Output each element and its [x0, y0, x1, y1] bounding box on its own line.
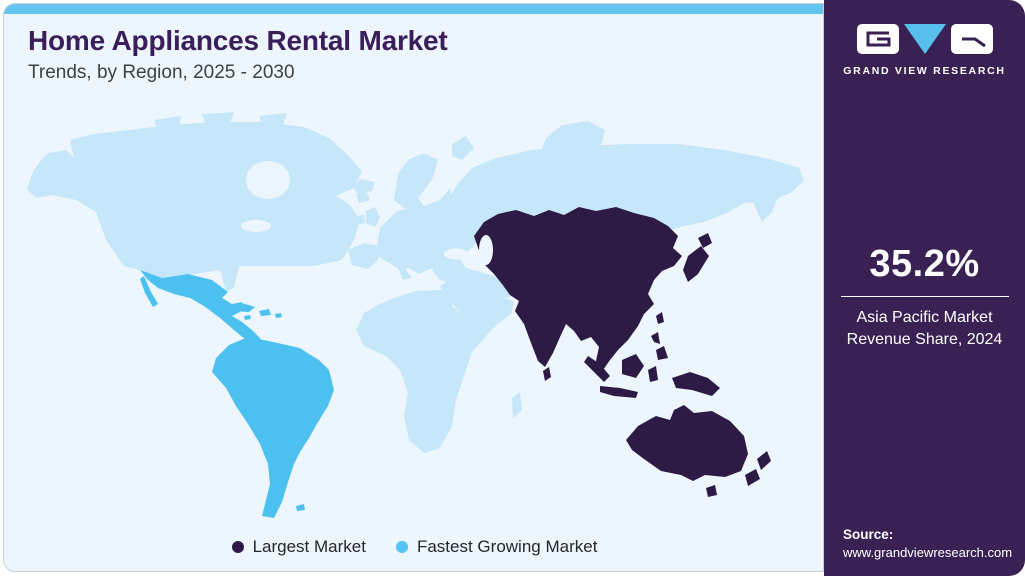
brand-name: GRAND VIEW RESEARCH — [843, 65, 1006, 77]
world-map — [4, 106, 823, 530]
region-uk — [366, 207, 380, 227]
brand-logo: GRAND VIEW RESEARCH — [824, 24, 1025, 77]
region-group-largest — [474, 207, 771, 497]
legend: Largest Market Fastest Growing Market — [4, 537, 823, 557]
region-russia — [444, 144, 804, 238]
sidebar: GRAND VIEW RESEARCH 35.2% Asia Pacific M… — [824, 0, 1025, 576]
region-scandinavia — [394, 153, 452, 214]
region-africa — [356, 290, 499, 453]
region-australia — [626, 405, 748, 481]
top-accent-strip — [4, 4, 823, 14]
fastest-growing-dot-icon — [395, 541, 408, 553]
source-url: www.grandviewresearch.com — [843, 545, 1013, 560]
region-iberia — [348, 243, 380, 269]
region-japan — [698, 233, 712, 248]
page-subtitle: Trends, by Region, 2025 - 2030 — [28, 61, 295, 83]
legend-item-fastest: Fastest Growing Market — [395, 537, 598, 557]
region-south-america — [212, 338, 334, 518]
source-label: Source: — [843, 527, 894, 542]
source-block: Source: www.grandviewresearch.com — [843, 527, 1012, 560]
stat-divider — [840, 296, 1009, 297]
stat-label: Asia Pacific Market Revenue Share, 2024 — [846, 309, 1003, 348]
stat-value: 35.2% — [869, 243, 980, 285]
region-caribbean — [225, 303, 255, 312]
water-cutouts — [241, 161, 493, 265]
region-iceland — [352, 179, 375, 193]
region-group-fastest — [140, 270, 334, 518]
gvr-logo-icon — [856, 24, 993, 56]
region-indonesia — [622, 354, 644, 378]
gvr-g-mark-icon — [856, 24, 899, 54]
largest-market-dot-icon — [231, 541, 244, 553]
page-title: Home Appliances Rental Market — [28, 25, 448, 56]
region-asia-mainland — [474, 207, 682, 370]
legend-label-fastest: Fastest Growing Market — [416, 537, 598, 556]
region-new-guinea — [672, 372, 720, 396]
legend-label-largest: Largest Market — [252, 537, 366, 556]
gvr-v-mark-icon — [903, 24, 946, 54]
region-new-zealand — [757, 451, 771, 470]
legend-item-largest: Largest Market — [231, 537, 366, 557]
region-madagascar — [512, 392, 522, 418]
map-panel: Home Appliances Rental Market Trends, by… — [3, 3, 824, 572]
gvr-r-mark-icon — [950, 24, 993, 54]
region-mexico-central-america — [140, 270, 264, 350]
stat-block: 35.2% Asia Pacific Market Revenue Share,… — [824, 243, 1025, 350]
region-philippines — [651, 332, 660, 344]
region-middle-east — [432, 263, 516, 298]
title-block: Home Appliances Rental Market Trends, by… — [28, 25, 448, 84]
region-arabia — [440, 278, 514, 330]
region-north-america — [27, 122, 362, 291]
